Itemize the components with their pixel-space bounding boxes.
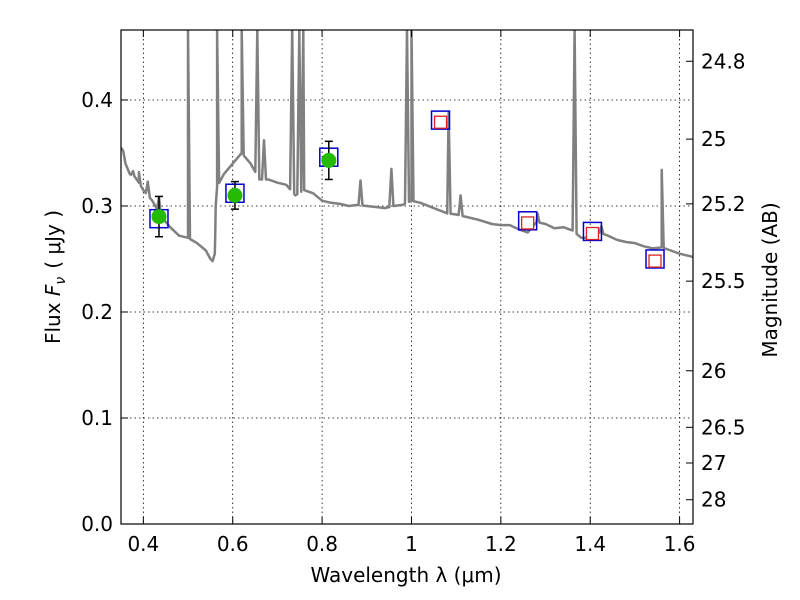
plot-frame <box>120 29 694 525</box>
model-sed-line <box>121 30 693 263</box>
y2-tick-label: 25.5 <box>701 269 746 293</box>
x-tick-label: 1.6 <box>664 532 696 556</box>
y2-tick-label: 26.5 <box>701 415 746 439</box>
model-photometry-box <box>645 249 665 269</box>
predicted-photometry-marker <box>521 216 535 230</box>
y-axis-label-symbol: F <box>41 284 65 296</box>
x-axis-label: Wavelength λ (μm) <box>310 563 501 587</box>
model-photometry-box <box>517 211 538 231</box>
y2-tick-label: 25 <box>701 127 726 151</box>
axis-ticks: 0.4 0.6 0.8 1 1.2 1.4 1.6 0.0 0.1 0.2 0.3 0.4 24.8 25… <box>81 30 746 556</box>
y-tick-label: 0.4 <box>81 88 113 112</box>
observed-photometry-point <box>321 152 337 168</box>
y-axis-label: Flux Fν ( μJy ) <box>41 210 69 344</box>
model-photometry-box <box>582 221 603 242</box>
x-tick-label: 1 <box>405 532 418 556</box>
predicted-photometry-marker <box>585 226 600 241</box>
x-tick-label: 1.2 <box>485 532 517 556</box>
observed-photometry-point <box>227 187 243 203</box>
x-tick-label: 0.6 <box>217 532 249 556</box>
y2-tick-label: 28 <box>701 488 726 512</box>
y-tick-label: 0.1 <box>81 406 113 430</box>
predicted-photometry-marker <box>433 115 448 129</box>
predicted-photometry-marker <box>648 254 662 268</box>
y2-axis-label: Magnitude (AB) <box>758 202 782 357</box>
y2-tick-label: 27 <box>701 451 726 475</box>
x-tick-label: 1.4 <box>574 532 606 556</box>
plot-area <box>121 30 693 269</box>
y2-tick-label: 26 <box>701 359 726 383</box>
observed-photometry-point <box>151 209 167 225</box>
x-tick-label: 0.4 <box>127 532 159 556</box>
y-tick-label: 0.0 <box>81 512 113 536</box>
y-axis-label-subscript: ν <box>53 277 69 285</box>
model-photometry-box <box>430 110 451 130</box>
y-tick-label: 0.3 <box>81 194 113 218</box>
y2-tick-label: 25.2 <box>701 192 746 216</box>
y-axis-label-prefix: Flux <box>41 296 65 344</box>
y-axis-label-units: ( μJy ) <box>41 210 65 269</box>
y-tick-label: 0.2 <box>81 300 113 324</box>
x-tick-label: 0.8 <box>306 532 338 556</box>
y2-tick-label: 24.8 <box>701 49 746 73</box>
